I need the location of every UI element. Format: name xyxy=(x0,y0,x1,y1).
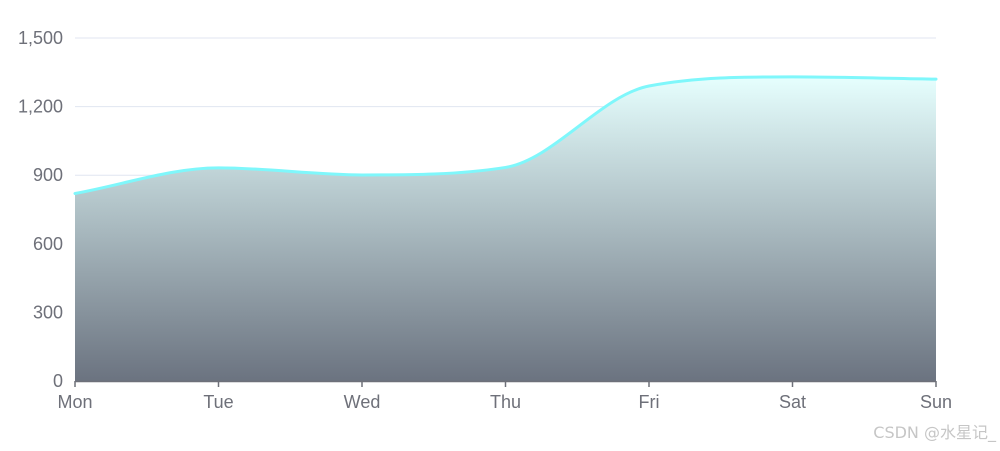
y-tick-label: 600 xyxy=(33,234,63,254)
series-area-fill xyxy=(75,76,936,381)
x-tick-label: Wed xyxy=(344,392,381,412)
series-line xyxy=(73,75,938,195)
watermark: CSDN @水星记_ xyxy=(873,423,996,442)
y-axis-labels: 0 300 600 900 1,200 1,500 xyxy=(18,28,63,391)
y-tick-label: 1,200 xyxy=(18,97,63,117)
x-tick-label: Sat xyxy=(779,392,806,412)
y-tick-label: 900 xyxy=(33,165,63,185)
series-area xyxy=(73,75,938,381)
x-tick-label: Tue xyxy=(203,392,233,412)
x-axis-labels: Mon Tue Wed Thu Fri Sat Sun xyxy=(57,392,952,412)
x-tick-label: Mon xyxy=(57,392,92,412)
y-tick-label: 1,500 xyxy=(18,28,63,48)
y-tick-label: 300 xyxy=(33,302,63,322)
y-tick-label: 0 xyxy=(53,371,63,391)
x-tick-label: Sun xyxy=(920,392,952,412)
x-axis xyxy=(74,380,937,387)
x-tick-label: Thu xyxy=(490,392,521,412)
x-tick-label: Fri xyxy=(639,392,660,412)
